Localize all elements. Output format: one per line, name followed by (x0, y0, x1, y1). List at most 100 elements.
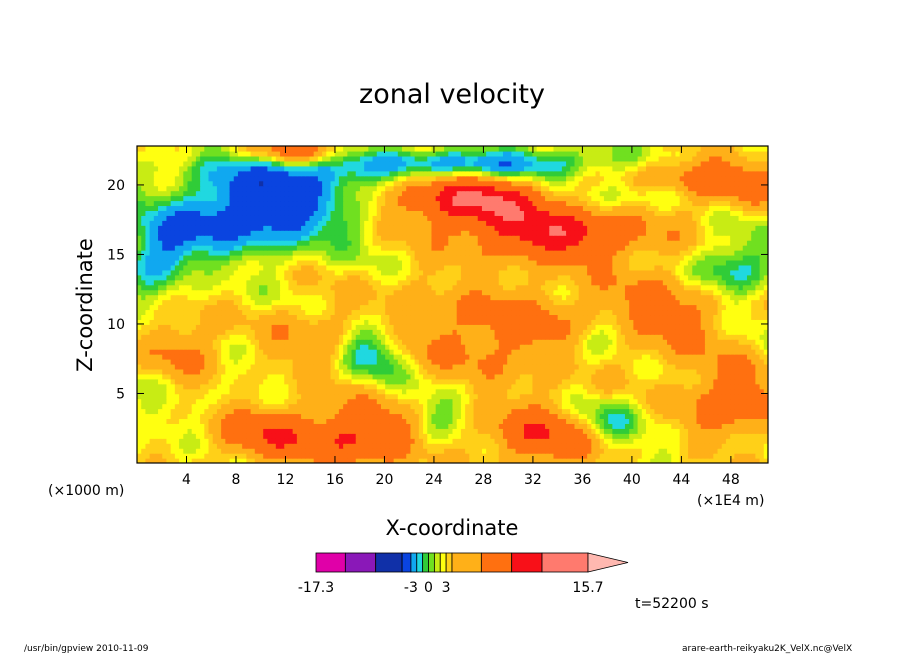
field-cell (486, 299, 491, 306)
field-cell (738, 408, 744, 415)
field-cell (662, 378, 668, 385)
field-cell (494, 438, 500, 444)
field-cell (423, 398, 428, 405)
field-cell (725, 358, 731, 365)
field-cell (174, 448, 180, 454)
field-cell (246, 344, 252, 350)
field-cell (179, 299, 184, 306)
field-cell (372, 423, 378, 429)
field-cell (725, 448, 731, 454)
field-cell (465, 383, 470, 390)
field-cell (545, 443, 550, 449)
field-cell (730, 393, 735, 400)
field-cell (153, 408, 159, 415)
field-cell (595, 339, 601, 345)
field-cell (208, 309, 214, 316)
field-cell (385, 299, 390, 306)
field-cell (326, 398, 332, 405)
field-cell (532, 368, 538, 375)
field-cell (633, 349, 639, 355)
field-cell (141, 408, 147, 415)
field-cell (654, 368, 660, 375)
field-cell (481, 423, 487, 429)
field-cell (246, 418, 252, 424)
field-cell (414, 373, 420, 380)
field-cell (595, 398, 601, 405)
field-cell (158, 453, 163, 459)
field-cell (423, 448, 428, 454)
field-cell (423, 324, 428, 330)
field-cell (709, 304, 714, 311)
field-cell (633, 418, 639, 424)
field-cell (624, 314, 630, 320)
field-cell (557, 453, 563, 459)
field-cell (469, 368, 475, 375)
field-cell (490, 339, 496, 345)
field-cell (271, 428, 277, 434)
field-cell (465, 423, 470, 429)
field-cell (532, 329, 538, 335)
field-cell (465, 329, 470, 335)
field-cell (654, 363, 660, 370)
field-cell (574, 398, 580, 405)
field-cell (704, 403, 710, 410)
field-cell (633, 428, 639, 434)
field-cell (439, 363, 445, 370)
field-cell (612, 403, 618, 410)
field-cell (490, 329, 496, 335)
field-cell (292, 329, 298, 335)
field-cell (717, 388, 723, 395)
field-cell (616, 448, 622, 454)
field-cell (233, 329, 239, 335)
field-cell (515, 458, 521, 463)
field-cell (254, 339, 260, 345)
field-cell (351, 433, 357, 439)
field-cell (296, 408, 302, 415)
field-cell (368, 309, 374, 316)
field-cell (658, 423, 664, 429)
field-cell (456, 443, 462, 449)
field-cell (280, 319, 285, 325)
field-cell (498, 309, 504, 316)
field-cell (389, 438, 395, 444)
field-cell (195, 358, 201, 365)
field-cell (179, 334, 184, 340)
field-cell (667, 398, 672, 405)
field-cell (221, 368, 226, 375)
field-cell (700, 393, 706, 400)
field-cell (402, 423, 407, 429)
field-cell (460, 299, 466, 306)
field-cell (200, 358, 205, 365)
field-cell (528, 304, 534, 311)
field-cell (397, 354, 403, 360)
field-cell (406, 443, 412, 449)
field-cell (755, 423, 761, 429)
field-cell (242, 388, 247, 395)
field-cell (427, 329, 433, 335)
field-cell (301, 453, 306, 459)
field-cell (233, 428, 239, 434)
field-cell (166, 428, 172, 434)
field-cell (721, 339, 727, 345)
field-cell (683, 398, 689, 405)
field-cell (608, 378, 613, 385)
field-cell (359, 363, 365, 370)
field-cell (700, 368, 706, 375)
field-cell (746, 309, 752, 316)
field-cell (633, 344, 639, 350)
field-cell (389, 413, 395, 420)
field-cell (187, 393, 193, 400)
field-cell (650, 383, 656, 390)
field-cell (204, 428, 210, 434)
field-cell (225, 344, 231, 350)
field-cell (326, 354, 332, 360)
field-cell (153, 349, 159, 355)
field-cell (502, 373, 508, 380)
field-cell (439, 428, 445, 434)
field-cell (734, 408, 740, 415)
field-cell (137, 324, 142, 330)
field-cell (250, 378, 256, 385)
field-cell (385, 363, 390, 370)
field-cell (692, 339, 698, 345)
field-cell (477, 423, 483, 429)
